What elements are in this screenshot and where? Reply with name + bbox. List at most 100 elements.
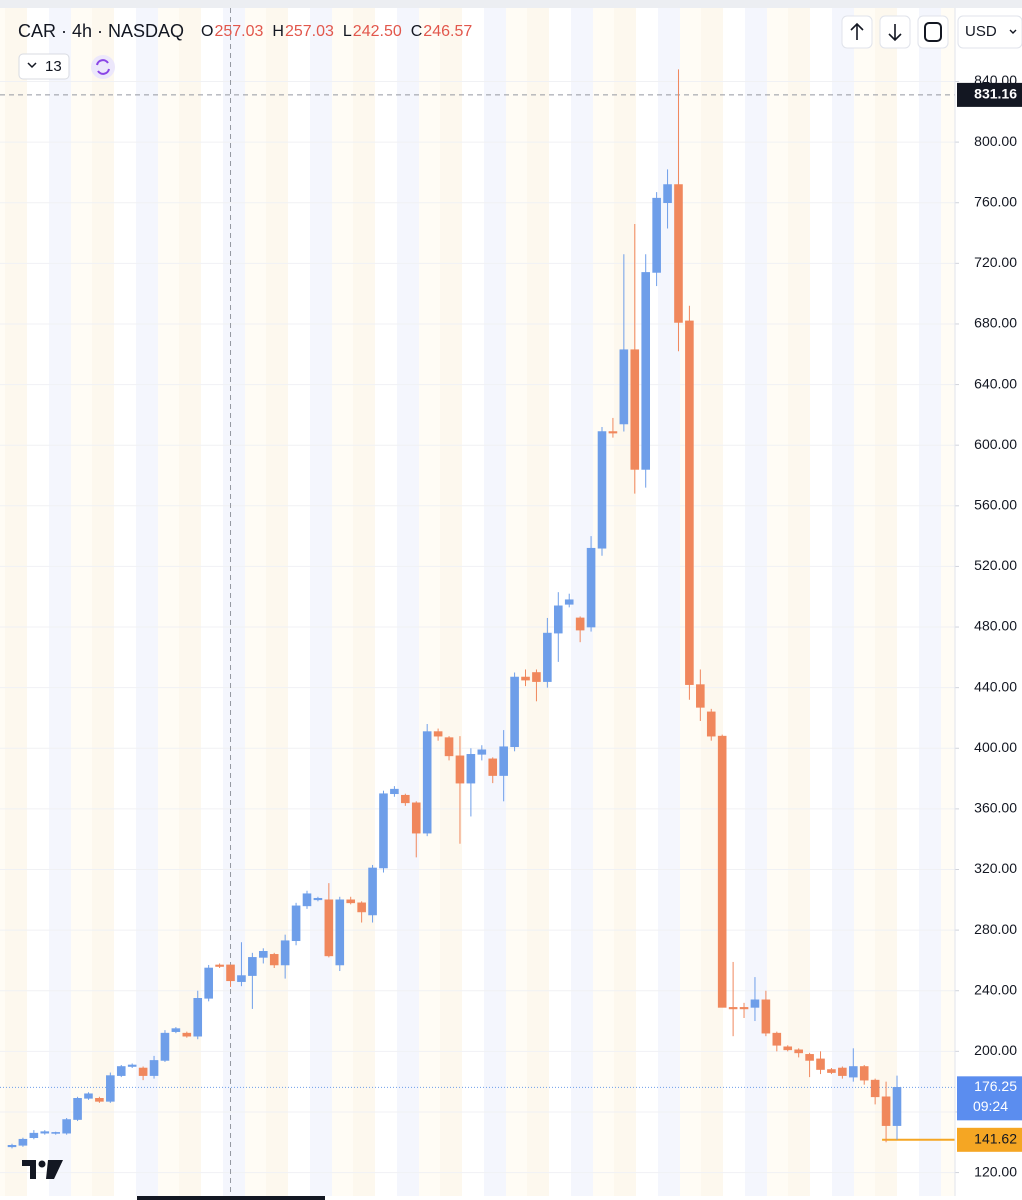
refresh-icon [96,59,110,75]
candle-body [717,735,727,1008]
candle-body [619,349,629,425]
currency: USD [965,23,997,40]
y-tick-label: 640.00 [974,375,1017,391]
low-marker: 141.62 [974,1131,1017,1147]
candle-body [816,1058,825,1070]
candle-body [29,1132,39,1139]
candle-body [783,1046,793,1051]
candle-body [892,1087,902,1126]
ohlc-label: C [411,23,423,40]
ohlc-label: L [343,23,352,40]
indicator-count: 13 [45,58,62,75]
ohlc-value: 257.03 [285,23,334,40]
y-tick-label: 400.00 [974,739,1017,755]
candle-body [827,1069,836,1073]
candle-body [390,788,399,795]
candle-body [138,1067,148,1076]
ohlc-value: 242.50 [353,23,402,40]
y-tick-label: 360.00 [974,800,1017,816]
candle-body [728,1007,738,1010]
candle-body [510,676,519,748]
candle-body [641,272,651,470]
candle-body [193,998,203,1037]
y-tick-label: 240.00 [974,981,1017,997]
candle-body [739,1007,749,1010]
candle-body [324,899,334,957]
candle-body [127,1064,137,1067]
fullscreen-icon [924,22,942,42]
y-tick-label: 280.00 [974,921,1017,937]
candle-body [226,964,235,982]
candle-body [62,1119,71,1134]
candle-body [73,1098,82,1120]
currency-button[interactable] [957,15,1022,49]
candle-body [215,964,224,967]
candle-body [18,1138,28,1146]
candle-body [302,893,312,907]
candle-body [368,867,377,916]
candle-body [630,349,640,470]
candle-body [7,1144,17,1148]
candle-body [95,1098,104,1102]
candle-body [696,684,705,708]
candle-body [521,676,530,681]
candle-body [401,794,410,804]
candle-body [466,754,476,784]
candle-body [881,1096,891,1126]
candle-body [532,672,541,682]
y-tick-label: 680.00 [974,315,1017,331]
candle-body [575,617,585,631]
ohlc-label: O [201,23,213,40]
top-strip [0,0,1022,8]
candle-body [248,957,257,976]
y-tick-label: 800.00 [974,133,1017,149]
chevron-icon [27,62,37,69]
candle-body [586,547,596,628]
candle-body [291,905,301,942]
candle-body [838,1067,847,1076]
grid [0,80,955,1174]
y-tick-label: 760.00 [974,193,1017,209]
candle-body [772,1032,782,1046]
fullscreen-button[interactable] [917,15,949,49]
candle-body [794,1049,803,1054]
chevron-icon [1009,29,1017,34]
y-tick-label: 520.00 [974,557,1017,573]
candle-body [706,711,716,737]
y-tick-label: 560.00 [974,497,1017,513]
refresh-button[interactable] [91,55,115,79]
countdown: 09:24 [973,1098,1008,1114]
candle-body [379,793,388,869]
candle-body [40,1131,50,1134]
candle-body [346,899,356,904]
low-marker-box [957,1127,1022,1152]
ohlc-value: 257.03 [214,23,263,40]
last-price: 176.25 [974,1078,1017,1094]
indicator-toggle[interactable] [18,53,70,80]
crosshair-price-box [957,82,1022,107]
candle-body [280,940,290,966]
ohlc-value: 246.57 [423,23,472,40]
candle-body [149,1060,159,1076]
y-tick-label: 480.00 [974,618,1017,634]
y-tick-label: 120.00 [974,1163,1017,1179]
candle-body [204,967,213,999]
candle-body [313,897,323,901]
candle-body [674,184,683,323]
candle-body [597,431,607,549]
last-price-box [957,1076,1022,1121]
y-tick-label: 440.00 [974,678,1017,694]
candle-body [761,999,771,1034]
candle-body [106,1075,115,1102]
symbol: CAR · 4h · NASDAQ [18,21,184,41]
ohlc-label: H [272,23,284,40]
candle-body [269,954,279,966]
arrow-up-icon [850,22,864,40]
scrollbar[interactable] [137,1196,325,1200]
candle-body [608,431,618,434]
candle-body [258,951,268,958]
candle-body [663,184,672,204]
candle-body [411,802,421,834]
candle-body [499,746,508,776]
